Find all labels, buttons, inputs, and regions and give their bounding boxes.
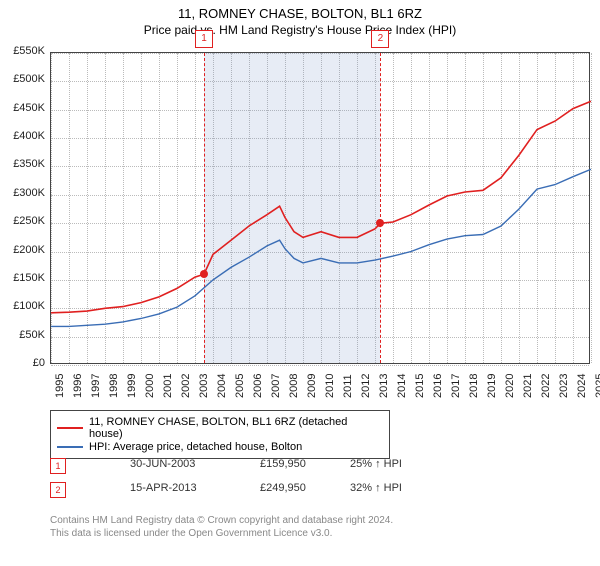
x-tick-label: 2024 (576, 374, 588, 398)
legend-label: 11, ROMNEY CHASE, BOLTON, BL1 6RZ (detac… (89, 416, 383, 440)
y-tick-label: £200K (0, 244, 45, 256)
y-tick-label: £0 (0, 357, 45, 369)
x-tick-label: 2018 (468, 374, 480, 398)
y-tick-label: £100K (0, 300, 45, 312)
sale-row-marker: 2 (50, 482, 66, 498)
y-tick-label: £350K (0, 158, 45, 170)
y-tick-label: £150K (0, 272, 45, 284)
x-tick-label: 2015 (414, 374, 426, 398)
x-tick-label: 2007 (270, 374, 282, 398)
sale-row-cell: 15-APR-2013 (130, 482, 197, 494)
sale-dot (376, 219, 384, 227)
x-tick-label: 2025 (594, 374, 600, 398)
x-tick-label: 2000 (144, 374, 156, 398)
x-tick-label: 2009 (306, 374, 318, 398)
sale-marker-box: 1 (195, 30, 213, 48)
x-tick-label: 1998 (108, 374, 120, 398)
x-tick-label: 2014 (396, 374, 408, 398)
chart-plot-area (50, 52, 590, 364)
attribution: Contains HM Land Registry data © Crown c… (50, 514, 393, 540)
x-tick-label: 2013 (378, 374, 390, 398)
legend-label: HPI: Average price, detached house, Bolt… (89, 441, 302, 453)
y-tick-label: £450K (0, 102, 45, 114)
x-tick-label: 2023 (558, 374, 570, 398)
legend-item: HPI: Average price, detached house, Bolt… (57, 441, 383, 453)
sale-row-cell: £159,950 (260, 458, 306, 470)
legend-item: 11, ROMNEY CHASE, BOLTON, BL1 6RZ (detac… (57, 416, 383, 440)
sale-row: 1 (50, 458, 76, 474)
x-tick-label: 2022 (540, 374, 552, 398)
sale-row-cell: 25% ↑ HPI (350, 458, 402, 470)
x-tick-label: 2003 (198, 374, 210, 398)
sale-dot (200, 270, 208, 278)
legend-box: 11, ROMNEY CHASE, BOLTON, BL1 6RZ (detac… (50, 410, 390, 459)
x-tick-label: 1996 (72, 374, 84, 398)
x-tick-label: 2016 (432, 374, 444, 398)
attribution-line-1: Contains HM Land Registry data © Crown c… (50, 514, 393, 527)
y-tick-label: £300K (0, 187, 45, 199)
y-tick-label: £50K (0, 329, 45, 341)
y-tick-label: £250K (0, 215, 45, 227)
x-tick-label: 2017 (450, 374, 462, 398)
x-tick-label: 1997 (90, 374, 102, 398)
legend-swatch (57, 446, 83, 448)
x-tick-label: 1995 (54, 374, 66, 398)
attribution-line-2: This data is licensed under the Open Gov… (50, 527, 393, 540)
chart-title: 11, ROMNEY CHASE, BOLTON, BL1 6RZ (0, 6, 600, 21)
x-tick-label: 2008 (288, 374, 300, 398)
x-tick-label: 2021 (522, 374, 534, 398)
x-tick-label: 2004 (216, 374, 228, 398)
sale-row-cell: 32% ↑ HPI (350, 482, 402, 494)
x-tick-label: 1999 (126, 374, 138, 398)
x-tick-label: 2001 (162, 374, 174, 398)
y-tick-label: £400K (0, 130, 45, 142)
x-tick-label: 2011 (342, 374, 354, 398)
y-tick-label: £550K (0, 45, 45, 57)
x-tick-label: 2010 (324, 374, 336, 398)
x-tick-label: 2020 (504, 374, 516, 398)
sale-marker-box: 2 (371, 30, 389, 48)
chart-svg (51, 53, 591, 365)
x-tick-label: 2006 (252, 374, 264, 398)
legend-swatch (57, 427, 83, 429)
x-tick-label: 2005 (234, 374, 246, 398)
sale-row-cell: £249,950 (260, 482, 306, 494)
x-tick-label: 2002 (180, 374, 192, 398)
series-line (51, 169, 591, 326)
x-tick-label: 2012 (360, 374, 372, 398)
sale-row-marker: 1 (50, 458, 66, 474)
sale-row-cell: 30-JUN-2003 (130, 458, 195, 470)
sale-row: 2 (50, 482, 76, 498)
chart-subtitle: Price paid vs. HM Land Registry's House … (0, 23, 600, 37)
y-tick-label: £500K (0, 73, 45, 85)
series-line (51, 101, 591, 313)
x-tick-label: 2019 (486, 374, 498, 398)
